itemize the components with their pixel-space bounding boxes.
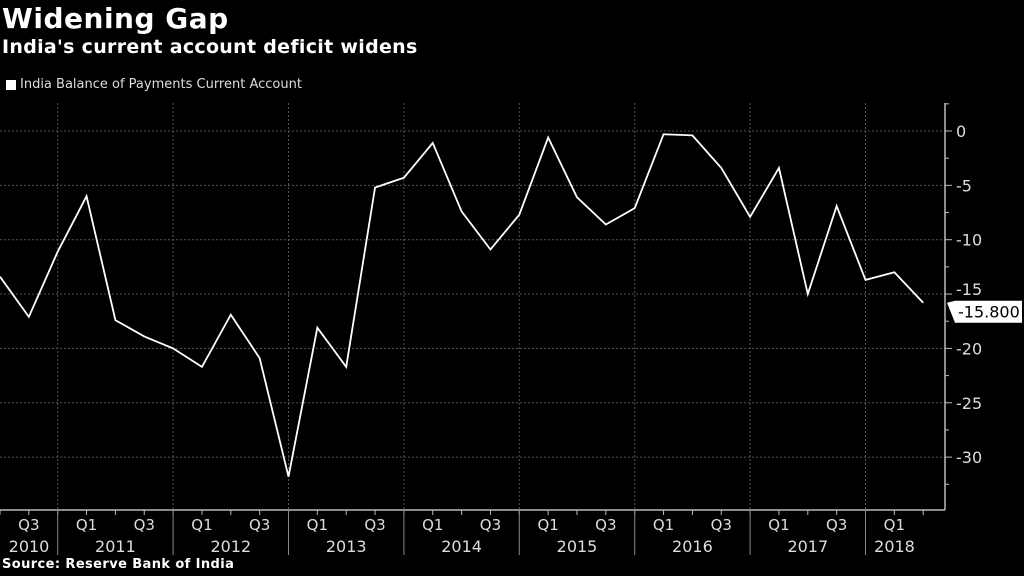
x-year-label: 2011 bbox=[95, 537, 136, 556]
last-value-badge bbox=[947, 300, 1022, 323]
y-tick-label: -25 bbox=[956, 394, 982, 413]
x-quarter-label: Q1 bbox=[884, 516, 905, 534]
x-year-label: 2018 bbox=[874, 537, 915, 556]
legend-label: India Balance of Payments Current Accoun… bbox=[20, 77, 302, 92]
y-tick-label: -10 bbox=[956, 231, 982, 250]
x-quarter-label: Q3 bbox=[249, 516, 270, 534]
y-tick-label: -5 bbox=[956, 176, 972, 195]
x-year-label: 2010 bbox=[9, 537, 50, 556]
x-quarter-label: Q1 bbox=[768, 516, 789, 534]
x-year-label: 2016 bbox=[672, 537, 713, 556]
x-year-label: 2013 bbox=[326, 537, 367, 556]
x-quarter-label: Q1 bbox=[653, 516, 674, 534]
x-quarter-label: Q3 bbox=[595, 516, 616, 534]
x-quarter-label: Q3 bbox=[826, 516, 847, 534]
x-quarter-label: Q1 bbox=[537, 516, 558, 534]
x-year-label: 2017 bbox=[787, 537, 828, 556]
y-tick-label: 0 bbox=[956, 122, 966, 141]
chart-title: Widening Gap bbox=[2, 2, 229, 35]
x-quarter-label: Q1 bbox=[76, 516, 97, 534]
x-year-label: 2012 bbox=[210, 537, 251, 556]
x-quarter-label: Q3 bbox=[18, 516, 39, 534]
y-tick-label: -30 bbox=[956, 448, 982, 467]
x-quarter-label: Q3 bbox=[480, 516, 501, 534]
x-quarter-label: Q1 bbox=[191, 516, 212, 534]
x-quarter-label: Q3 bbox=[134, 516, 155, 534]
y-tick-label: -20 bbox=[956, 339, 982, 358]
last-value-label: -15.800 bbox=[958, 303, 1020, 322]
legend: India Balance of Payments Current Accoun… bbox=[6, 77, 302, 92]
x-quarter-label: Q3 bbox=[364, 516, 385, 534]
x-quarter-label: Q1 bbox=[422, 516, 443, 534]
x-year-label: 2014 bbox=[441, 537, 482, 556]
x-quarter-label: Q1 bbox=[307, 516, 328, 534]
x-year-label: 2015 bbox=[557, 537, 598, 556]
legend-swatch bbox=[6, 79, 16, 90]
y-tick-label: -15 bbox=[956, 280, 982, 299]
chart-subtitle: India's current account deficit widens bbox=[2, 36, 418, 58]
x-quarter-label: Q3 bbox=[711, 516, 732, 534]
source-note: Source: Reserve Bank of India bbox=[2, 557, 235, 572]
